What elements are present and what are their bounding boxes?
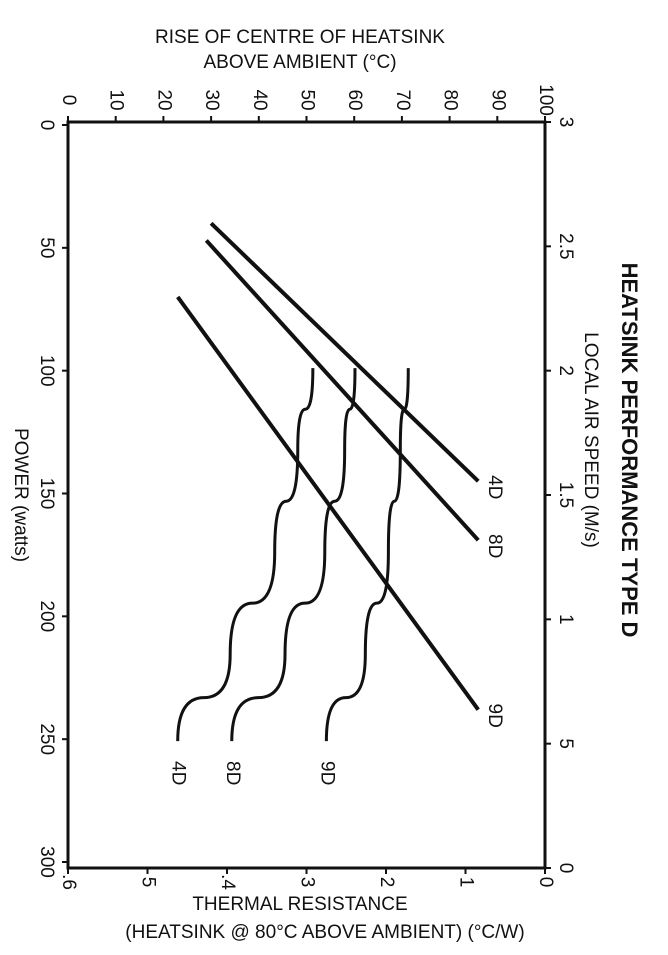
y-tick-label: 10 bbox=[106, 89, 127, 110]
series-label: 9D bbox=[316, 761, 337, 785]
series-line bbox=[324, 368, 410, 742]
y-tick-label: 80 bbox=[440, 89, 461, 110]
y-tick-label: 0 bbox=[58, 95, 79, 106]
y-axis-label: RISE OF CENTRE OF HEATSINK bbox=[155, 27, 445, 48]
x2-tick-label: 0 bbox=[555, 863, 576, 874]
x2-tick-label: 1.5 bbox=[555, 482, 576, 508]
y-tick-label: 70 bbox=[392, 89, 413, 110]
y2-axis-label: (HEATSINK @ 80°C ABOVE AMBIENT) (°C/W) bbox=[125, 922, 524, 943]
x-tick-label: 50 bbox=[36, 237, 57, 258]
x2-tick-label: 2 bbox=[555, 365, 576, 376]
x2-tick-label: 1 bbox=[555, 614, 576, 625]
series-label: 9D bbox=[484, 704, 505, 728]
y-tick-label: 20 bbox=[153, 89, 174, 110]
y-axis-label: ABOVE AMBIENT (°C) bbox=[203, 52, 396, 73]
series-label: 4D bbox=[484, 475, 505, 499]
y-tick-label: 50 bbox=[296, 89, 317, 110]
series-line bbox=[176, 295, 480, 711]
x2-axis-label: LOCAL AIR SPEED (M/s) bbox=[580, 332, 601, 548]
y2-tick-label: 3 bbox=[296, 877, 317, 888]
x-tick-label: 0 bbox=[36, 120, 57, 131]
series-label: 4D bbox=[168, 761, 189, 785]
series-line bbox=[204, 239, 480, 542]
y-tick-label: 60 bbox=[344, 89, 365, 110]
x-tick-label: 250 bbox=[36, 723, 57, 755]
plot-frame bbox=[66, 120, 547, 870]
x-tick-label: 150 bbox=[36, 478, 57, 510]
y2-tick-label: 0 bbox=[535, 877, 556, 888]
x2-tick-label: 3 bbox=[555, 117, 576, 128]
y2-tick-label: .4 bbox=[217, 874, 238, 890]
y-tick-label: 90 bbox=[487, 89, 508, 110]
series-label: 8D bbox=[484, 534, 505, 558]
y-tick-label: 30 bbox=[201, 89, 222, 110]
x2-tick-label: 2.5 bbox=[555, 233, 576, 259]
y-tick-label: 40 bbox=[249, 89, 270, 110]
x-tick-label: 300 bbox=[36, 846, 57, 878]
x2-tick-label: 5 bbox=[555, 738, 576, 749]
series-line bbox=[209, 221, 480, 483]
y2-tick-label: .6 bbox=[58, 874, 79, 890]
y2-axis-label: THERMAL RESISTANCE bbox=[192, 894, 407, 915]
y2-tick-label: 2 bbox=[376, 877, 397, 888]
y2-tick-label: 5 bbox=[137, 877, 158, 888]
x-tick-label: 200 bbox=[36, 600, 57, 632]
x-axis-label: POWER (watts) bbox=[10, 428, 31, 562]
y2-tick-label: 1 bbox=[455, 877, 476, 888]
chart-title: HEATSINK PERFORMANCE TYPE D bbox=[617, 263, 642, 638]
series-label: 8D bbox=[222, 761, 243, 785]
x-tick-label: 100 bbox=[36, 355, 57, 387]
series-line bbox=[176, 368, 315, 742]
y-tick-label: 100 bbox=[535, 84, 556, 116]
series-line bbox=[230, 368, 357, 742]
